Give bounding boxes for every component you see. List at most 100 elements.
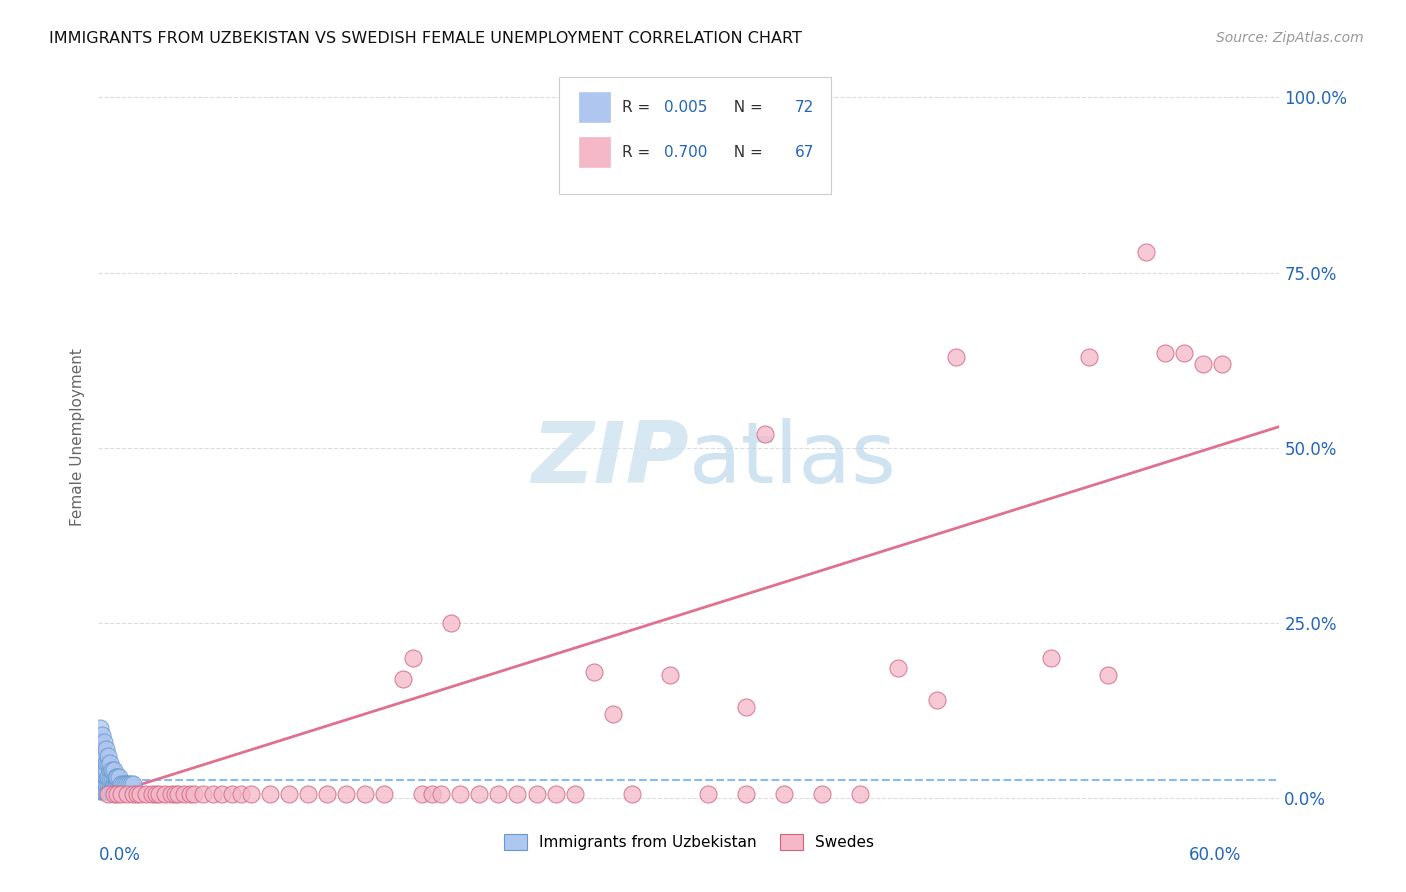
Point [103,777,125,791]
Point [89,734,111,748]
Point [98,770,121,784]
Point [231,787,253,801]
Point [1192,357,1215,371]
Point [658,668,681,682]
Point [564,787,586,801]
Point [167,787,190,801]
Point [697,787,720,801]
Point [89,783,111,797]
Point [179,787,201,801]
Point [100,783,122,797]
Point [104,783,127,797]
Point [735,787,758,801]
Point [91,756,114,770]
Point [183,787,205,801]
Legend: Immigrants from Uzbekistan, Swedes: Immigrants from Uzbekistan, Swedes [498,829,880,856]
Point [211,787,233,801]
Point [811,787,834,801]
Bar [579,93,610,122]
Point [316,787,339,801]
Point [97,756,120,770]
FancyBboxPatch shape [560,78,831,194]
Point [104,770,127,784]
Point [108,783,131,797]
Point [107,783,129,797]
Point [148,787,170,801]
Point [91,741,114,756]
Point [945,350,967,364]
Point [440,615,463,630]
Point [118,777,141,791]
Text: 0.700: 0.700 [664,145,707,160]
Point [221,787,243,801]
Point [89,721,111,735]
Point [277,787,299,801]
Bar [579,137,610,168]
Text: N =: N = [724,100,768,115]
Point [89,763,111,777]
Point [94,770,117,784]
Point [98,763,121,777]
Point [449,787,471,801]
Point [402,650,425,665]
Point [107,777,129,791]
Point [430,787,453,801]
Point [97,748,120,763]
Point [93,783,115,797]
Point [849,787,872,801]
Point [98,756,121,770]
Point [420,787,443,801]
Point [153,787,176,801]
Point [754,426,776,441]
Point [89,770,111,784]
Point [100,770,122,784]
Point [112,777,135,791]
Point [773,787,796,801]
Point [89,748,111,763]
Point [121,787,143,801]
Point [104,777,127,791]
Point [110,777,132,791]
Point [100,763,122,777]
Point [108,770,131,784]
Point [159,787,181,801]
Point [141,787,163,801]
Point [354,787,377,801]
Point [1135,244,1157,259]
Point [925,692,948,706]
Point [526,787,548,801]
Point [97,777,120,791]
Point [91,777,114,791]
Point [373,787,395,801]
Text: R =: R = [621,145,655,160]
Point [392,672,415,686]
Point [98,783,121,797]
Text: IMMIGRANTS FROM UZBEKISTAN VS SWEDISH FEMALE UNEMPLOYMENT CORRELATION CHART: IMMIGRANTS FROM UZBEKISTAN VS SWEDISH FE… [49,31,801,46]
Point [93,763,115,777]
Point [103,783,125,797]
Point [110,787,132,801]
Point [97,770,120,784]
Point [121,777,143,791]
Text: N =: N = [724,145,768,160]
Point [506,787,529,801]
Point [125,787,148,801]
Point [107,787,129,801]
Point [135,787,157,801]
Point [103,770,125,784]
Point [94,741,117,756]
Point [602,706,624,721]
Point [411,787,433,801]
Text: atlas: atlas [689,418,897,501]
Point [93,734,115,748]
Text: 60.0%: 60.0% [1189,847,1241,864]
Point [91,770,114,784]
Text: ZIP: ZIP [531,418,689,501]
Text: Source: ZipAtlas.com: Source: ZipAtlas.com [1216,31,1364,45]
Point [120,777,142,791]
Text: 67: 67 [796,145,814,160]
Point [93,756,115,770]
Point [94,763,117,777]
Point [488,787,510,801]
Point [193,787,215,801]
